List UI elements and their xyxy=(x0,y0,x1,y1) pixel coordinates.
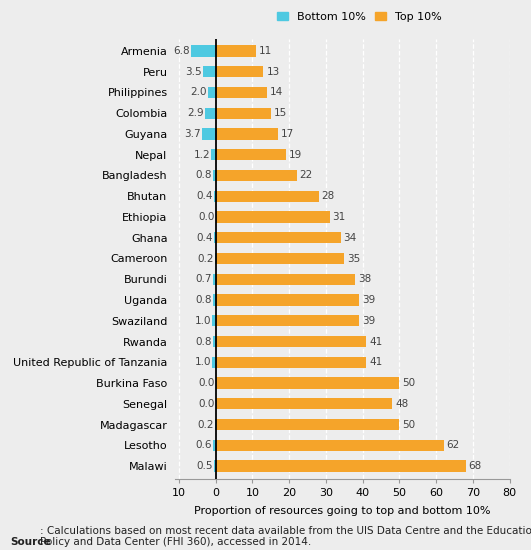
Bar xyxy=(216,190,319,202)
Bar xyxy=(213,439,216,451)
Text: 0.4: 0.4 xyxy=(196,233,213,243)
Bar xyxy=(216,87,267,98)
Bar xyxy=(213,273,216,285)
Bar xyxy=(216,356,366,368)
Bar xyxy=(211,149,216,161)
Text: 19: 19 xyxy=(288,150,302,160)
Bar xyxy=(215,419,216,430)
Bar xyxy=(214,190,216,202)
Text: 35: 35 xyxy=(347,254,361,263)
Text: : Calculations based on most recent data available from the UIS Data Centre and : : Calculations based on most recent data… xyxy=(40,526,531,547)
Text: 3.5: 3.5 xyxy=(185,67,202,76)
Text: 0.0: 0.0 xyxy=(198,399,215,409)
Text: 0.6: 0.6 xyxy=(196,441,212,450)
Bar xyxy=(216,253,344,264)
Text: 11: 11 xyxy=(259,46,272,56)
Bar xyxy=(214,232,216,244)
Bar xyxy=(216,294,359,306)
Text: 41: 41 xyxy=(370,358,382,367)
Legend: Bottom 10%, Top 10%: Bottom 10%, Top 10% xyxy=(275,9,444,24)
Bar xyxy=(214,460,216,472)
Bar xyxy=(216,419,399,430)
Text: 38: 38 xyxy=(358,274,372,284)
Text: 6.8: 6.8 xyxy=(173,46,190,56)
Text: 34: 34 xyxy=(344,233,357,243)
Bar xyxy=(213,294,216,306)
Bar xyxy=(216,211,330,223)
Text: 0.8: 0.8 xyxy=(195,170,212,180)
Text: 50: 50 xyxy=(402,420,416,430)
Bar xyxy=(216,315,359,327)
Bar xyxy=(191,45,216,57)
Text: 0.8: 0.8 xyxy=(195,337,212,346)
Text: 62: 62 xyxy=(447,441,460,450)
Text: 14: 14 xyxy=(270,87,284,97)
Text: 13: 13 xyxy=(267,67,280,76)
Text: 2.9: 2.9 xyxy=(187,108,204,118)
Text: 22: 22 xyxy=(299,170,313,180)
Bar xyxy=(202,128,216,140)
Text: 1.0: 1.0 xyxy=(194,316,211,326)
Text: 0.5: 0.5 xyxy=(196,461,213,471)
Bar xyxy=(212,315,216,327)
Text: 0.2: 0.2 xyxy=(198,420,214,430)
Bar xyxy=(216,128,278,140)
Bar xyxy=(216,107,271,119)
Text: 2.0: 2.0 xyxy=(191,87,207,97)
Text: 1.2: 1.2 xyxy=(193,150,210,160)
Text: 17: 17 xyxy=(281,129,294,139)
Text: 0.7: 0.7 xyxy=(195,274,212,284)
Text: 41: 41 xyxy=(370,337,382,346)
Bar xyxy=(215,253,216,264)
Text: 31: 31 xyxy=(332,212,346,222)
Bar xyxy=(213,170,216,181)
Bar xyxy=(216,45,256,57)
Bar xyxy=(212,356,216,368)
Bar xyxy=(203,66,216,78)
Bar xyxy=(216,170,296,181)
Text: 68: 68 xyxy=(468,461,482,471)
Bar xyxy=(216,149,286,161)
Text: 48: 48 xyxy=(395,399,408,409)
Text: 1.0: 1.0 xyxy=(194,358,211,367)
Bar xyxy=(216,460,466,472)
Text: 39: 39 xyxy=(362,295,375,305)
Text: 50: 50 xyxy=(402,378,416,388)
Text: 0.2: 0.2 xyxy=(198,254,214,263)
Text: Source: Source xyxy=(11,537,52,547)
Text: 0.8: 0.8 xyxy=(195,295,212,305)
Bar xyxy=(216,377,399,389)
Text: 15: 15 xyxy=(274,108,287,118)
Text: 39: 39 xyxy=(362,316,375,326)
Bar xyxy=(208,87,216,98)
Bar xyxy=(205,107,216,119)
Text: 0.0: 0.0 xyxy=(198,378,215,388)
Text: 0.4: 0.4 xyxy=(196,191,213,201)
Bar xyxy=(213,336,216,347)
Text: 28: 28 xyxy=(322,191,335,201)
Bar xyxy=(216,232,341,244)
X-axis label: Proportion of resources going to top and bottom 10%: Proportion of resources going to top and… xyxy=(194,506,491,516)
Bar xyxy=(216,398,392,410)
Bar xyxy=(216,336,366,347)
Bar xyxy=(216,66,263,78)
Text: 0.0: 0.0 xyxy=(198,212,215,222)
Text: 3.7: 3.7 xyxy=(184,129,201,139)
Bar xyxy=(216,439,443,451)
Bar xyxy=(216,273,355,285)
